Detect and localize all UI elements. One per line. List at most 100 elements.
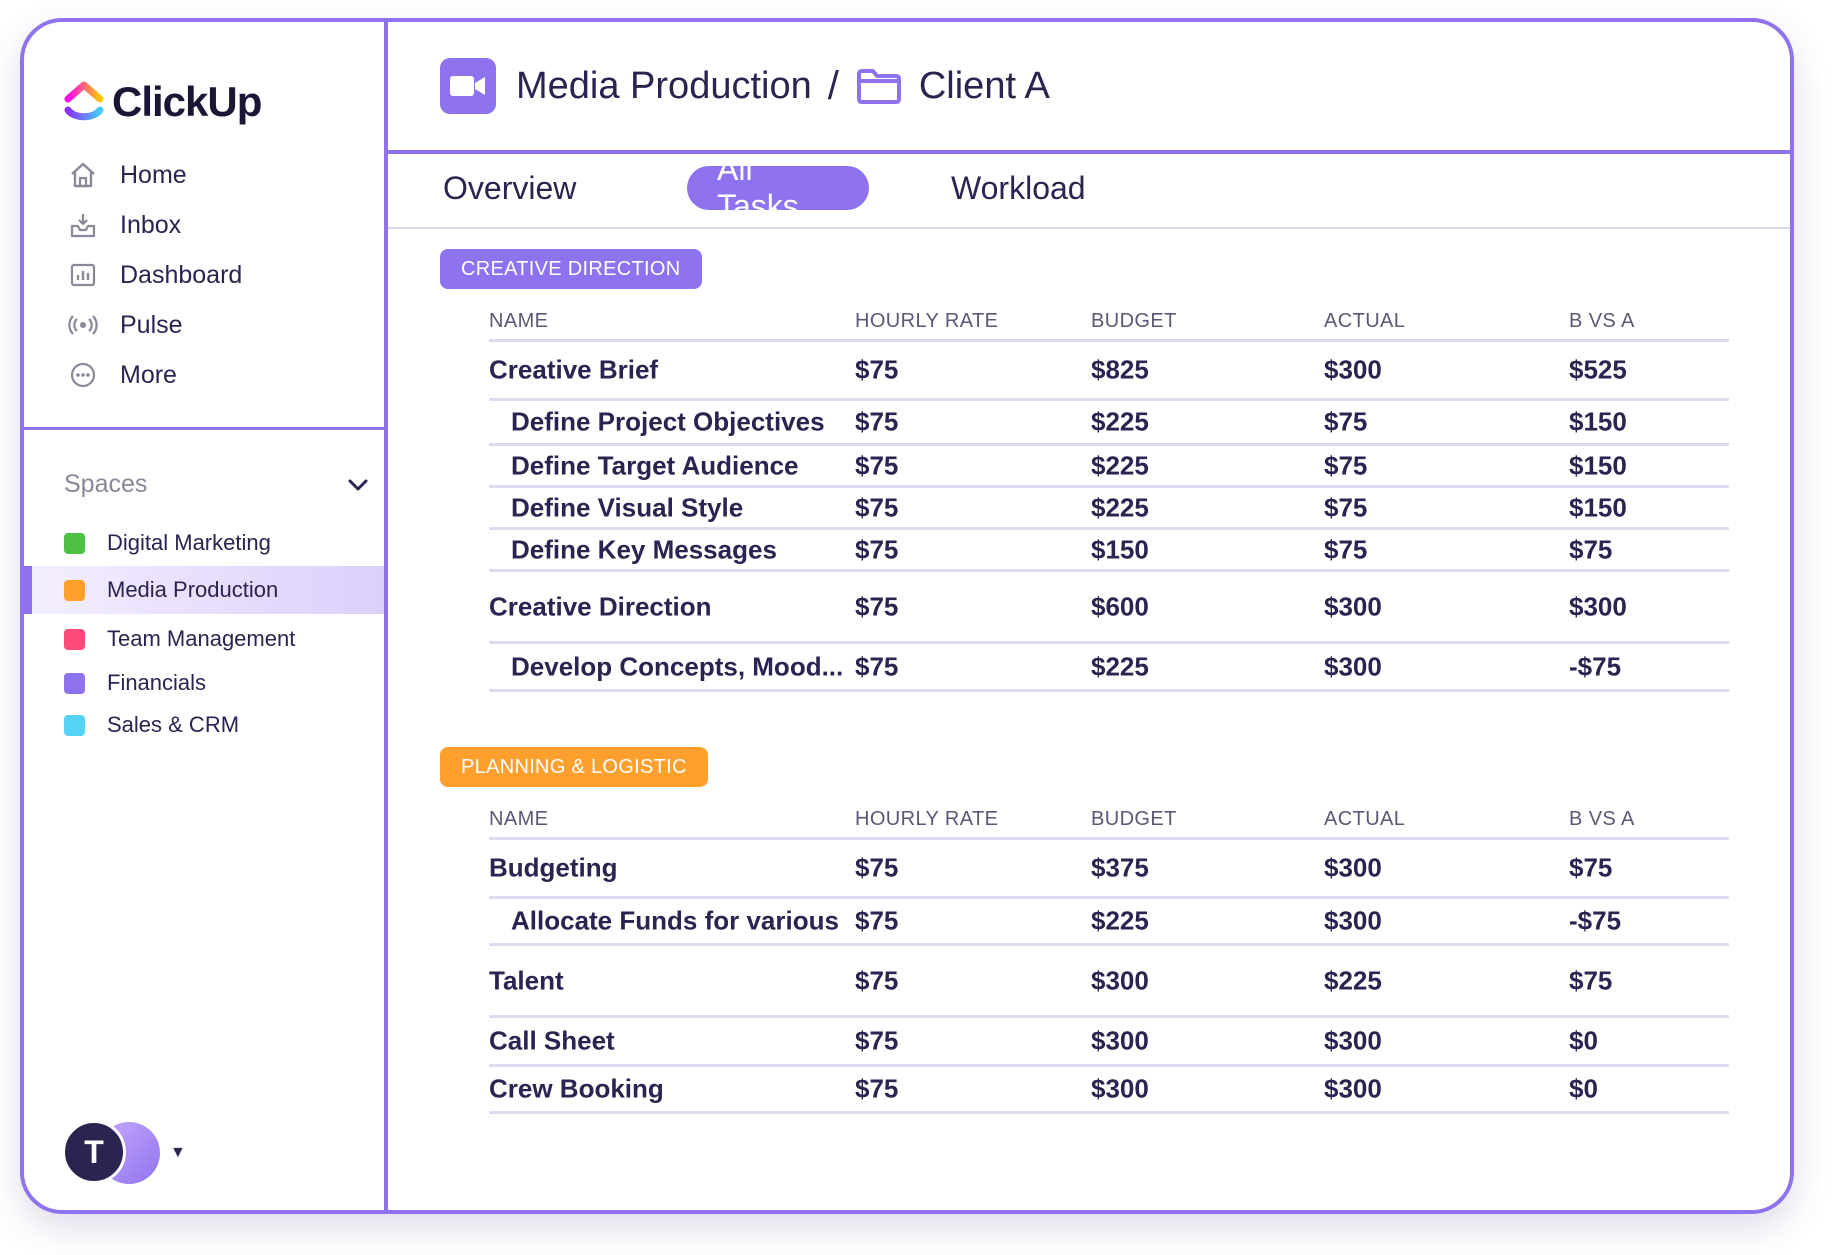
space-item-sales-crm[interactable]: Sales & CRM (24, 704, 384, 746)
avatar-initial: T (84, 1133, 104, 1170)
column-header-bva[interactable]: B VS A (1569, 808, 1635, 830)
table-row[interactable]: Creative Brief $75 $825 $300 $525 (489, 342, 1729, 401)
nav-item-more[interactable]: More (66, 350, 242, 400)
view-tabs: Overview All Tasks Workload (388, 151, 1790, 229)
hourly-rate: $75 (855, 1025, 899, 1056)
chevron-down-icon[interactable] (347, 478, 369, 492)
video-camera-icon (440, 58, 496, 114)
actual: $300 (1324, 354, 1382, 385)
table-row[interactable]: Define Target Audience $75 $225 $75 $150 (489, 446, 1729, 488)
tab-all-tasks[interactable]: All Tasks (687, 151, 869, 224)
hourly-rate: $75 (855, 852, 899, 883)
table-row[interactable]: Define Key Messages $75 $150 $75 $75 (489, 530, 1729, 572)
nav-label: Dashboard (120, 260, 243, 289)
group-badge-planning-logistic[interactable]: PLANNING & LOGISTIC (440, 747, 708, 787)
task-name: Call Sheet (489, 1025, 615, 1056)
hourly-rate: $75 (855, 965, 899, 995)
task-name: Define Key Messages (511, 534, 777, 564)
task-name: Creative Brief (489, 354, 659, 385)
budget: $150 (1091, 534, 1149, 564)
hourly-rate: $75 (855, 591, 899, 621)
table-row[interactable]: Develop Concepts, Mood... $75 $225 $300 … (489, 644, 1729, 692)
space-item-media-production[interactable]: Media Production (24, 566, 384, 614)
caret-down-icon[interactable]: ▼ (170, 1144, 186, 1161)
column-header-budget[interactable]: BUDGET (1091, 310, 1177, 332)
space-label: Financials (107, 670, 207, 695)
space-color-swatch (64, 672, 85, 694)
nav-item-pulse[interactable]: Pulse (66, 300, 242, 350)
actual: $300 (1324, 905, 1382, 936)
breadcrumb-space[interactable]: Media Production (516, 64, 812, 107)
table-row[interactable]: Define Project Objectives $75 $225 $75 $… (489, 401, 1729, 446)
column-header-name[interactable]: NAME (489, 808, 549, 830)
task-name: Define Target Audience (511, 450, 799, 480)
budget: $225 (1091, 450, 1149, 480)
table-row[interactable]: Define Visual Style $75 $225 $75 $150 (489, 488, 1729, 530)
user-menu[interactable]: T ▼ (62, 1120, 202, 1184)
actual: $300 (1324, 651, 1382, 681)
space-item-financials[interactable]: Financials (24, 662, 384, 704)
space-item-digital-marketing[interactable]: Digital Marketing (24, 520, 384, 566)
budget: $225 (1091, 905, 1149, 936)
pulse-icon (66, 308, 100, 342)
tab-label: All Tasks (717, 151, 799, 224)
actual: $300 (1324, 1025, 1382, 1056)
breadcrumb-folder[interactable]: Client A (918, 64, 1050, 107)
column-header-bva[interactable]: B VS A (1569, 310, 1635, 332)
hourly-rate: $75 (855, 651, 899, 681)
table-row[interactable]: Talent $75 $300 $225 $75 (489, 946, 1729, 1018)
budget: $225 (1091, 651, 1149, 681)
spaces-header[interactable]: Spaces (64, 470, 369, 499)
hourly-rate: $75 (855, 905, 899, 936)
budget: $300 (1091, 965, 1149, 995)
table-header: NAME HOURLY RATE BUDGET ACTUAL B VS A (489, 302, 1729, 342)
task-name: Define Project Objectives (511, 406, 825, 437)
budget-vs-actual: $0 (1569, 1025, 1598, 1056)
budget: $375 (1091, 852, 1149, 883)
column-header-budget[interactable]: BUDGET (1091, 808, 1177, 830)
table-row[interactable]: Crew Booking $75 $300 $300 $0 (489, 1067, 1729, 1114)
nav-item-home[interactable]: Home (66, 150, 242, 200)
inbox-icon (66, 208, 100, 242)
budget-vs-actual: $0 (1569, 1073, 1598, 1104)
hourly-rate: $75 (855, 450, 899, 480)
column-header-rate[interactable]: HOURLY RATE (855, 310, 999, 332)
column-header-name[interactable]: NAME (489, 310, 549, 332)
group-label: PLANNING & LOGISTIC (461, 755, 687, 778)
group-label: CREATIVE DIRECTION (461, 257, 681, 280)
actual: $300 (1324, 852, 1382, 883)
tab-overview[interactable]: Overview (443, 166, 576, 210)
column-header-actual[interactable]: ACTUAL (1324, 310, 1406, 332)
group-badge-creative-direction[interactable]: CREATIVE DIRECTION (440, 249, 702, 289)
column-header-actual[interactable]: ACTUAL (1324, 808, 1406, 830)
spaces-list: Digital Marketing Media Production Team … (24, 520, 384, 746)
nav-label: More (120, 360, 177, 389)
brand-logo[interactable]: ClickUp (64, 78, 262, 126)
task-name: Crew Booking (489, 1073, 664, 1104)
table-row[interactable]: Creative Direction $75 $600 $300 $300 (489, 572, 1729, 644)
task-name: Talent (489, 965, 564, 995)
tab-workload[interactable]: Workload (951, 166, 1086, 210)
tab-label: Overview (443, 169, 577, 206)
budget-vs-actual: $75 (1569, 852, 1613, 883)
budget: $825 (1091, 354, 1149, 385)
budget: $300 (1091, 1073, 1149, 1104)
space-color-swatch (64, 714, 85, 736)
brand-name: ClickUp (112, 78, 262, 125)
task-name: Define Visual Style (511, 492, 744, 522)
space-color-swatch (64, 532, 85, 554)
avatar: T (62, 1120, 126, 1184)
table-row[interactable]: Allocate Funds for various $75 $225 $300… (489, 899, 1729, 946)
table-row[interactable]: Budgeting $75 $375 $300 $75 (489, 840, 1729, 899)
breadcrumb: Media Production / Client A (388, 22, 1790, 154)
more-icon (66, 358, 100, 392)
table-row[interactable]: Call Sheet $75 $300 $300 $0 (489, 1018, 1729, 1067)
nav-item-dashboard[interactable]: Dashboard (66, 250, 242, 300)
column-header-rate[interactable]: HOURLY RATE (855, 808, 999, 830)
home-icon (66, 158, 100, 192)
budget-vs-actual: $75 (1569, 965, 1613, 995)
nav-item-inbox[interactable]: Inbox (66, 200, 242, 250)
budget-vs-actual: -$75 (1569, 651, 1622, 681)
space-item-team-management[interactable]: Team Management (24, 616, 384, 662)
task-name: Allocate Funds for various (511, 905, 839, 936)
